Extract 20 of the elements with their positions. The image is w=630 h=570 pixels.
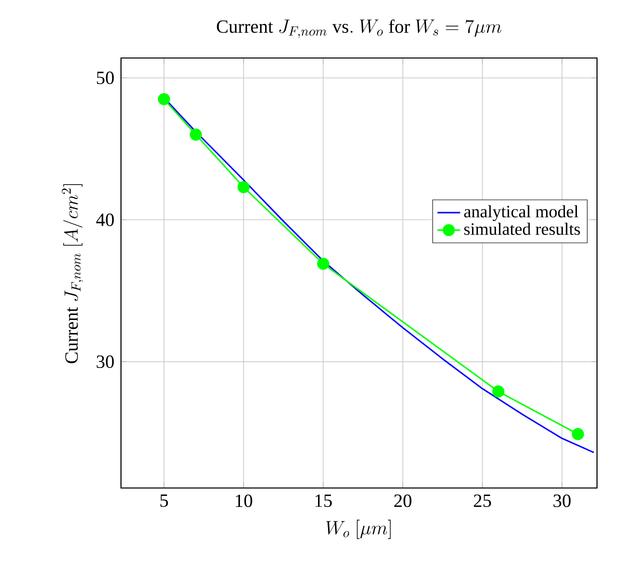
x-tick-label: 30	[554, 494, 571, 508]
point	[492, 385, 504, 398]
x-tick-label: 5	[160, 494, 168, 507]
point	[238, 181, 250, 194]
x-tick-label: 25	[474, 494, 492, 508]
point	[190, 128, 202, 141]
point	[572, 428, 584, 440]
point	[158, 93, 170, 106]
legend-label: analytical model	[464, 205, 578, 222]
x-tick-label: 20	[394, 494, 412, 508]
y-axis-title: $\mathrm{Current}\ J_{F,nom}\ [A/cm^2]$	[62, 184, 84, 364]
x-tick-label: 15	[315, 494, 332, 507]
y-tick-label: 40	[96, 213, 114, 226]
x-axis-title: $W_o\ [\mu m]$	[326, 520, 391, 539]
legend-label: simulated results	[464, 222, 580, 235]
y-tick-label: 30	[96, 355, 114, 368]
chart-title: $\mathrm{Current}\ J_{F,nom}\ \mathrm{vs.}\ W_o\ \mathrm{for}\ W_s = 7\mu m$	[216, 20, 502, 38]
y-tick-label: 50	[96, 72, 114, 84]
point	[317, 258, 330, 270]
x-tick-label: 10	[236, 494, 252, 508]
